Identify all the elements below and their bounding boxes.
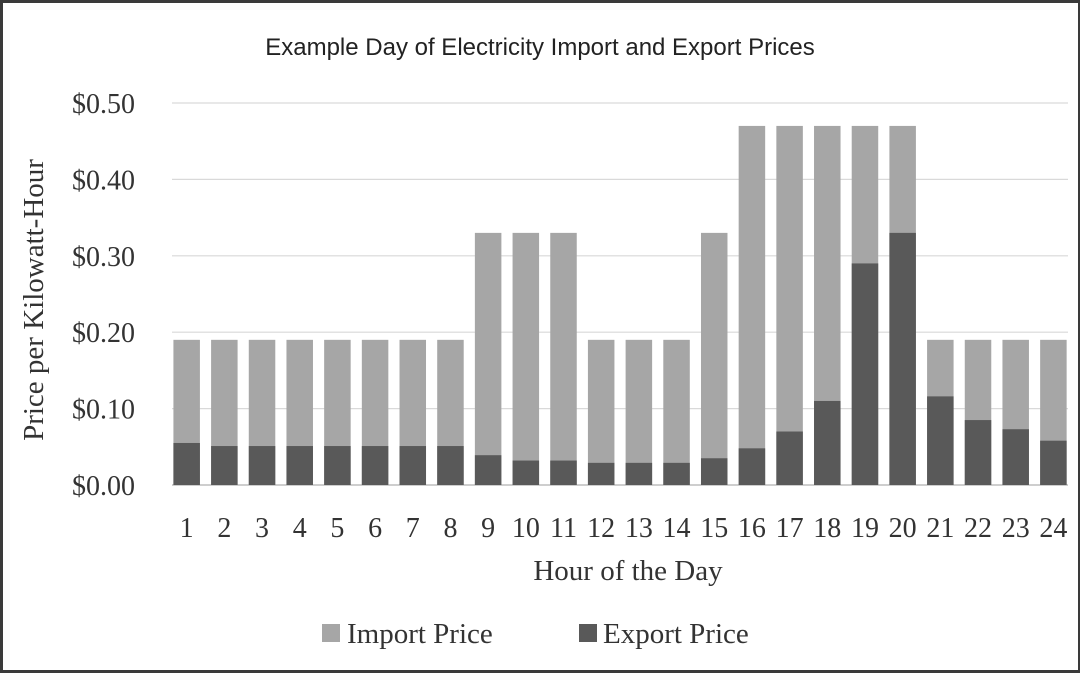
bar-export-price [738, 448, 766, 485]
gridlines [172, 102, 1068, 486]
y-tick-label: $0.00 [72, 471, 135, 502]
x-tick-label: 21 [926, 513, 954, 544]
x-tick-label: 4 [293, 513, 307, 544]
x-axis-label: Hour of the Day [533, 555, 723, 587]
x-tick-label: 24 [1039, 513, 1067, 544]
bar-import-price [550, 232, 577, 485]
bar-export-price [437, 446, 464, 485]
legend: Import Price Export Price [322, 618, 749, 650]
bar-export-price [851, 263, 879, 485]
bar-import-price [625, 339, 653, 485]
x-tick-label: 19 [851, 513, 879, 544]
x-tick-label: 13 [625, 513, 653, 544]
bar-export-price [512, 460, 540, 485]
y-tick-label: $0.40 [72, 165, 135, 196]
bar-export-price [211, 446, 238, 485]
bar-import-price [587, 339, 615, 485]
bar-export-price [587, 462, 615, 485]
x-tick-label: 5 [330, 513, 344, 544]
bar-export-price [173, 442, 200, 485]
bar-import-price [738, 125, 766, 486]
x-tick-label: 23 [1002, 513, 1030, 544]
legend-swatch [322, 624, 340, 642]
x-tick-label: 14 [663, 513, 691, 544]
y-axis-label: Price per Kilowatt-Hour [18, 159, 50, 441]
y-tick-label: $0.30 [72, 242, 135, 273]
bar-export-price [399, 446, 427, 485]
y-tick-label: $0.50 [72, 89, 135, 120]
bar-export-price [324, 446, 351, 485]
bar-export-price [550, 460, 577, 485]
legend-label: Import Price [347, 618, 493, 650]
x-tick-label: 8 [443, 513, 457, 544]
x-tick-label: 2 [217, 513, 231, 544]
legend-label: Export Price [603, 618, 749, 650]
x-tick-label: 9 [481, 513, 495, 544]
x-tick-label: 15 [700, 513, 728, 544]
bar-export-price [964, 420, 992, 485]
x-tick-label: 1 [180, 513, 194, 544]
x-axis-ticks: 1 2 3 4 5 6 7 8 9 10 11 12 13 14 15 16 17 18 19 20 21 22 23 24 [180, 513, 1068, 544]
bar-export-price [248, 446, 276, 485]
y-axis-ticks: $0.00 $0.10 $0.20 $0.30 $0.40 $0.50 [72, 89, 135, 502]
x-tick-label: 3 [255, 513, 269, 544]
x-tick-label: 17 [776, 513, 804, 544]
legend-swatch [579, 624, 597, 642]
bar-import-price [776, 125, 803, 486]
x-tick-label: 20 [889, 513, 917, 544]
bar-export-price [927, 396, 954, 485]
x-tick-label: 16 [738, 513, 766, 544]
x-tick-label: 6 [368, 513, 382, 544]
x-tick-label: 18 [813, 513, 841, 544]
y-tick-label: $0.20 [72, 318, 135, 349]
x-tick-label: 11 [550, 513, 577, 544]
bar-import-price [700, 232, 728, 485]
x-tick-label: 7 [406, 513, 420, 544]
bar-export-price [625, 462, 653, 485]
bar-export-price [814, 400, 841, 485]
bar-export-price [474, 455, 502, 485]
x-tick-label: 10 [512, 513, 540, 544]
bar-export-price [1002, 429, 1029, 485]
bar-export-price [776, 431, 803, 485]
chart-title: Example Day of Electricity Import and Ex… [265, 34, 815, 61]
x-tick-label: 12 [587, 513, 615, 544]
bar-export-price [1040, 440, 1067, 485]
x-tick-label: 22 [964, 513, 992, 544]
bar-import-price [512, 232, 540, 485]
bar-import-price [474, 232, 502, 485]
bar-export-price [700, 458, 728, 485]
y-tick-label: $0.10 [72, 395, 135, 426]
bar-import-price [663, 339, 690, 485]
bar-export-price [286, 446, 313, 485]
bar-export-price [361, 446, 389, 485]
bar-export-price [663, 462, 690, 485]
bars [173, 125, 1067, 486]
bar-export-price [889, 232, 916, 485]
